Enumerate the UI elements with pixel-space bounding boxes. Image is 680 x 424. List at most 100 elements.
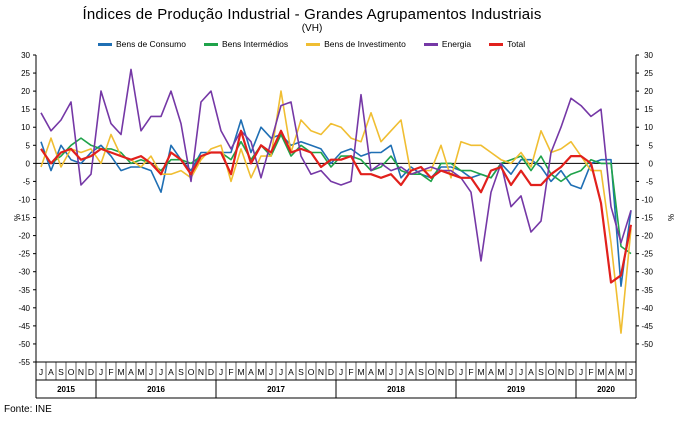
month-label: F: [468, 367, 473, 377]
month-label: O: [548, 367, 555, 377]
month-label: J: [39, 367, 43, 377]
month-label: M: [377, 367, 384, 377]
month-label: A: [488, 367, 494, 377]
month-label: J: [219, 367, 223, 377]
month-label: F: [228, 367, 233, 377]
month-label: O: [308, 367, 315, 377]
y-tick-label-left: -55: [18, 358, 30, 367]
month-label: A: [128, 367, 134, 377]
y-tick-label-left: -15: [18, 214, 30, 223]
month-label: M: [257, 367, 264, 377]
legend-item: Bens Intermédios: [203, 39, 289, 49]
y-tick-label-right: -50: [641, 340, 653, 349]
month-label: O: [428, 367, 435, 377]
y-tick-label-right: -45: [641, 322, 653, 331]
month-label: J: [99, 367, 103, 377]
y-axis-label-right: %: [666, 214, 675, 221]
year-label: 2017: [267, 385, 285, 394]
month-label: O: [188, 367, 195, 377]
y-tick-label-left: 30: [21, 51, 30, 60]
month-label: J: [269, 367, 273, 377]
y-tick-label-left: -40: [18, 304, 30, 313]
y-tick-label-left: -45: [18, 322, 30, 331]
month-label: S: [58, 367, 64, 377]
legend-swatch: [489, 42, 504, 46]
y-tick-label-right: 10: [644, 123, 653, 132]
month-label: F: [108, 367, 113, 377]
legend-item: Total: [489, 39, 525, 49]
series-line-bens-interm-dios: [40, 133, 632, 255]
month-label: A: [288, 367, 294, 377]
month-label: A: [168, 367, 174, 377]
legend-label: Total: [507, 39, 526, 49]
month-label: M: [137, 367, 144, 377]
axes-group: 302520151050-5-10-15-20-25-30-35-40-45-5…: [12, 51, 675, 399]
legend-item: Bens de Investimento: [306, 39, 406, 49]
y-tick-label-left: -50: [18, 340, 30, 349]
y-tick-label-left: -30: [18, 268, 30, 277]
month-label: N: [198, 367, 204, 377]
y-tick-label-right: -10: [641, 195, 653, 204]
y-tick-label-right: -30: [641, 268, 653, 277]
month-label: N: [318, 367, 324, 377]
chart-title: Índices de Produção Industrial - Grandes…: [82, 6, 542, 23]
chart-legend: Bens de Consumo Bens Intermédios Bens de I…: [98, 37, 543, 51]
month-label: D: [448, 367, 454, 377]
y-tick-label-left: -5: [23, 177, 31, 186]
y-tick-label-right: 25: [644, 69, 653, 78]
y-tick-label-left: -25: [18, 250, 30, 259]
series-line-energia: [40, 68, 632, 262]
y-axis-label-left: %: [12, 214, 21, 221]
month-label: J: [399, 367, 403, 377]
month-label: D: [88, 367, 94, 377]
y-tick-label-left: 10: [21, 123, 30, 132]
legend-swatch: [98, 42, 112, 46]
month-label: J: [629, 367, 633, 377]
month-label: J: [509, 367, 513, 377]
legend-item: Energia: [423, 39, 472, 49]
y-tick-label-right: -40: [641, 304, 653, 313]
month-label: F: [348, 367, 353, 377]
legend-item: Bens de Consumo: [98, 39, 186, 49]
y-tick-label-left: 15: [21, 105, 30, 114]
month-label: N: [558, 367, 564, 377]
month-label: A: [608, 367, 614, 377]
month-label: M: [497, 367, 504, 377]
month-label: J: [459, 367, 463, 377]
y-tick-label-left: -20: [18, 232, 30, 241]
year-label: 2019: [507, 385, 525, 394]
y-tick-label-left: 0: [26, 159, 31, 168]
legend-label: Energia: [441, 39, 472, 49]
month-label: N: [438, 367, 444, 377]
y-tick-label-right: -20: [641, 232, 653, 241]
month-label: M: [477, 367, 484, 377]
month-label: J: [159, 367, 163, 377]
month-label: S: [298, 367, 304, 377]
month-label: S: [538, 367, 544, 377]
month-label: J: [339, 367, 343, 377]
month-label: A: [48, 367, 54, 377]
y-tick-label-right: -25: [641, 250, 653, 259]
legend-swatch: [423, 42, 438, 46]
series-line-bens-de-investimento: [40, 90, 632, 334]
series-lines-group: [40, 68, 633, 334]
y-tick-label-left: 25: [21, 69, 30, 78]
month-label: S: [418, 367, 424, 377]
month-label: D: [328, 367, 334, 377]
y-tick-label-right: -15: [641, 214, 653, 223]
month-label: J: [519, 367, 523, 377]
y-tick-label-right: 15: [644, 105, 653, 114]
legend-swatch: [306, 42, 321, 46]
month-label: A: [528, 367, 534, 377]
month-label: A: [248, 367, 254, 377]
month-label: J: [579, 367, 583, 377]
y-tick-label-right: 20: [644, 87, 653, 96]
y-tick-label-right: -35: [641, 286, 653, 295]
y-tick-label-left: -10: [18, 195, 30, 204]
legend-label: Bens de Investimento: [324, 39, 406, 49]
month-label: M: [597, 367, 604, 377]
chart-subtitle: (VH): [301, 23, 323, 34]
legend-label: Bens Intermédios: [221, 39, 289, 49]
